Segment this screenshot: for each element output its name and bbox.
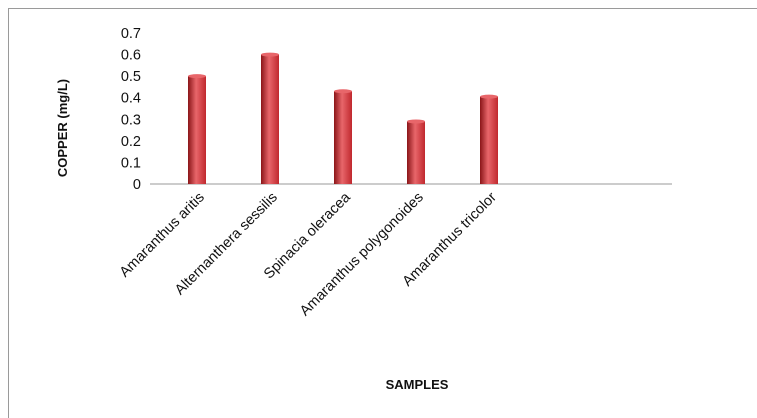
y-axis-ticks: 0 0.1 0.2 0.3 0.4 0.5 0.6 0.7 — [121, 26, 141, 193]
bar-body — [188, 76, 206, 184]
bar-top-cap — [480, 94, 498, 99]
bar — [334, 89, 352, 184]
bar — [480, 94, 498, 184]
chart-frame — [8, 8, 757, 418]
bar — [261, 52, 279, 185]
y-tick-label: 0.3 — [121, 112, 141, 128]
y-tick-label: 0.7 — [121, 26, 141, 42]
bar-body — [261, 54, 279, 185]
y-tick-label: 0.6 — [121, 48, 141, 64]
bar-top-cap — [261, 52, 279, 57]
bar-body — [480, 96, 498, 184]
bar-top-cap — [188, 74, 206, 79]
y-tick-label: 0.5 — [121, 69, 141, 85]
y-tick-label: 0.4 — [121, 91, 141, 107]
bar-top-cap — [334, 89, 352, 94]
bar-body — [407, 121, 425, 184]
bar — [188, 74, 206, 184]
y-tick-label: 0 — [133, 177, 141, 193]
bar-top-cap — [407, 119, 425, 124]
y-tick-label: 0.1 — [121, 155, 141, 171]
bars — [188, 52, 498, 185]
bar — [407, 119, 425, 184]
x-axis-title: SAMPLES — [386, 377, 449, 392]
bar-body — [334, 91, 352, 184]
x-category-label: Amaranthus polygonoides — [297, 190, 427, 320]
y-tick-label: 0.2 — [121, 134, 141, 150]
y-axis-title: COPPER (mg/L) — [55, 79, 70, 177]
